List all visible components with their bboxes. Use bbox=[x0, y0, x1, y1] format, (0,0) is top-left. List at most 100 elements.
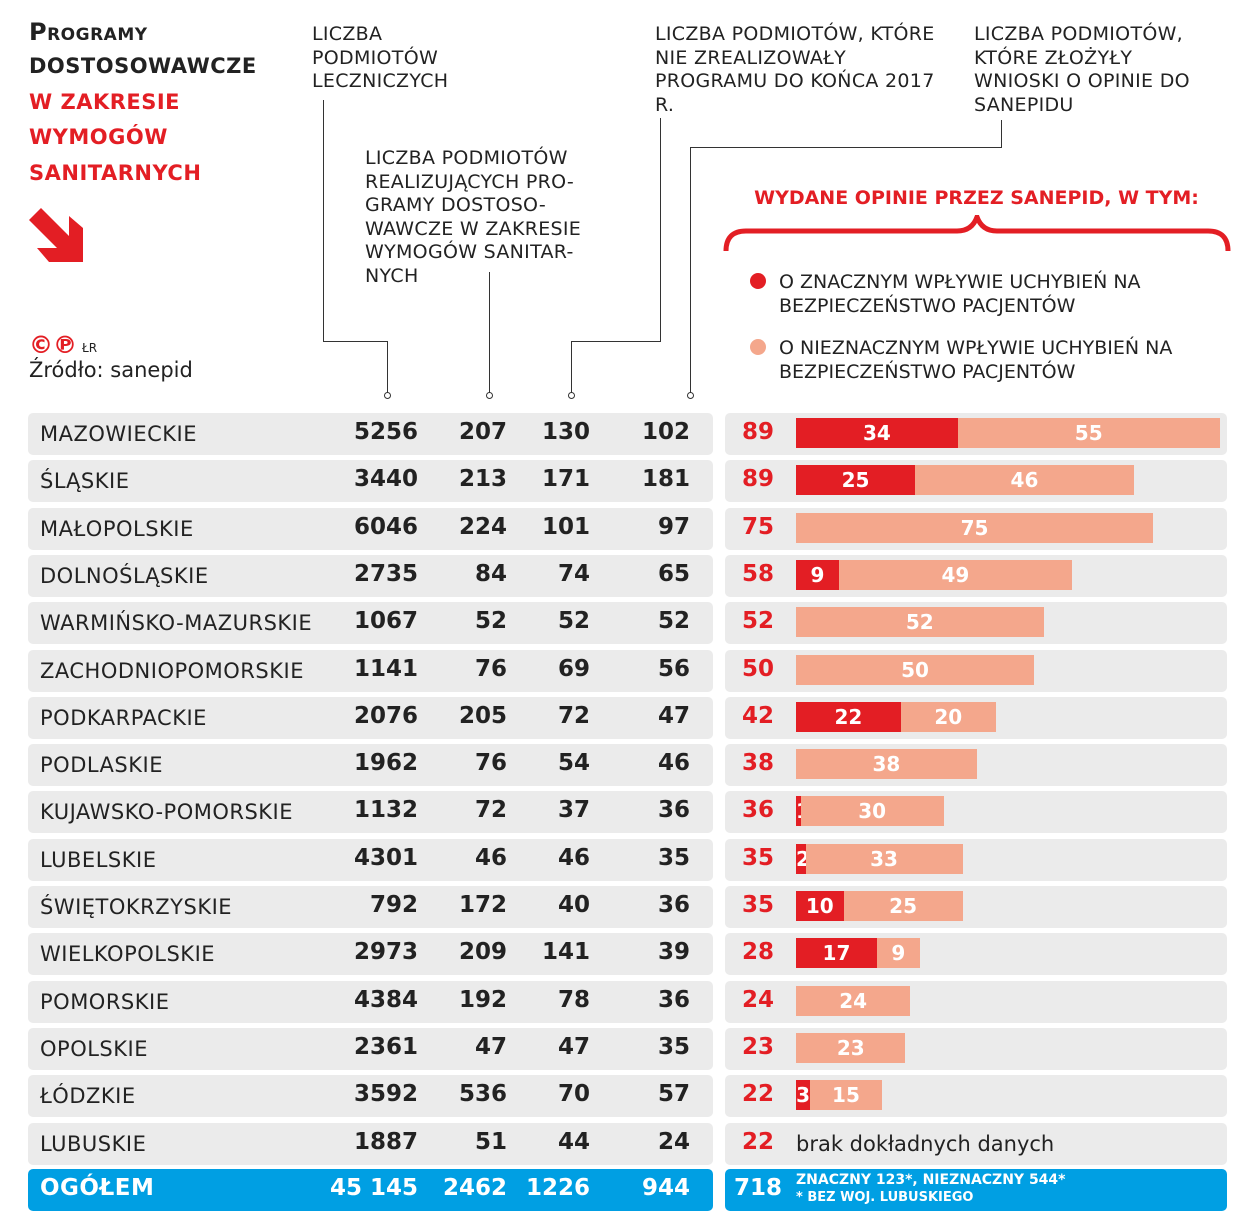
connector-line bbox=[387, 341, 388, 393]
table-row: PODKARPACKIE 2076 205 72 47 bbox=[28, 696, 713, 739]
entities-value: 4301 bbox=[353, 844, 418, 871]
table-row: ŚLĄSKIE 3440 213 171 181 bbox=[28, 460, 713, 503]
opinions-total: 23 bbox=[741, 1033, 774, 1060]
entities-value: 2076 bbox=[353, 702, 418, 729]
applications-value: 57 bbox=[657, 1081, 690, 1108]
programs-value: 46 bbox=[474, 844, 507, 871]
total-row-left: OGÓŁEM 45 145 2462 1226 944 bbox=[28, 1169, 713, 1211]
unfinished-value: 54 bbox=[557, 750, 590, 777]
chart-row: 28 17 9 bbox=[725, 933, 1227, 976]
table-row: OPOLSKIE 2361 47 47 35 bbox=[28, 1027, 713, 1070]
table-row: LUBELSKIE 4301 46 46 35 bbox=[28, 838, 713, 881]
chart-row: 89 25 46 bbox=[725, 460, 1227, 503]
applications-value: 36 bbox=[657, 797, 690, 824]
region-name: ŚLĄSKIE bbox=[40, 469, 130, 494]
total-opinions: 718 bbox=[733, 1175, 782, 1201]
title: Programy dostosowawcze w zakresie wymogó… bbox=[29, 15, 257, 191]
programs-value: 209 bbox=[458, 939, 507, 966]
source: Źródło: sanepid bbox=[29, 358, 193, 382]
entities-value: 1067 bbox=[353, 608, 418, 635]
bar-minor: 50 bbox=[796, 654, 1034, 685]
opinions-total: 89 bbox=[741, 466, 774, 493]
title-line: wymogów bbox=[29, 125, 168, 149]
bar-minor: 38 bbox=[796, 749, 977, 780]
bar-minor: 33 bbox=[805, 843, 963, 874]
total-entities: 45 145 bbox=[329, 1175, 418, 1201]
table-row: LUBUSKIE 1887 51 44 24 bbox=[28, 1122, 713, 1165]
region-name: WARMIŃSKO-MAZURSKIE bbox=[40, 611, 313, 636]
entities-value: 2735 bbox=[353, 560, 418, 587]
bar-minor: 15 bbox=[810, 1080, 882, 1111]
unfinished-value: 47 bbox=[557, 1033, 590, 1060]
copyright-marks: ©℗ bbox=[29, 331, 77, 359]
applications-value: 97 bbox=[657, 513, 690, 540]
total-breakdown: ZNACZNY 123*, NIEZNACZNY 544* bbox=[796, 1172, 1066, 1188]
opinions-total: 28 bbox=[741, 939, 774, 966]
table-row: ŁÓDZKIE 3592 536 70 57 bbox=[28, 1075, 713, 1118]
header-col1: LICZBA PODMIOTÓW LECZNICZYCH bbox=[312, 23, 449, 92]
applications-value: 102 bbox=[641, 419, 690, 445]
bar-minor: 52 bbox=[796, 607, 1044, 638]
opinions-total: 52 bbox=[741, 608, 774, 635]
opinions-total: 36 bbox=[741, 797, 774, 824]
table-row: MAZOWIECKIE 5256 207 130 102 bbox=[28, 413, 713, 455]
legend-label: O NIEZNACZNYM WPŁYWIE UCHYBIEŃ NA BEZPIE… bbox=[779, 337, 1173, 383]
bar-minor: 24 bbox=[796, 985, 911, 1016]
legend-swatch-minor bbox=[750, 339, 766, 355]
programs-value: 192 bbox=[458, 986, 507, 1013]
region-name: MAŁOPOLSKIE bbox=[40, 516, 194, 541]
total-applications: 944 bbox=[641, 1175, 690, 1201]
region-name: ŚWIĘTOKRZYSKIE bbox=[40, 895, 233, 919]
chart-row: 36130 bbox=[725, 791, 1227, 834]
unfinished-value: 72 bbox=[557, 702, 590, 729]
programs-value: 536 bbox=[458, 1081, 507, 1108]
chart-row: 52 52 bbox=[725, 602, 1227, 645]
entities-value: 5256 bbox=[353, 419, 418, 445]
chart-row: 58 9 49 bbox=[725, 554, 1227, 597]
connector-line bbox=[323, 100, 324, 342]
unfinished-value: 46 bbox=[557, 844, 590, 871]
opinions-total: 89 bbox=[741, 419, 774, 445]
unfinished-value: 101 bbox=[541, 513, 590, 540]
region-name: POMORSKIE bbox=[40, 989, 170, 1014]
applications-value: 24 bbox=[657, 1128, 690, 1155]
applications-value: 46 bbox=[657, 750, 690, 777]
total-programs: 2462 bbox=[442, 1175, 507, 1201]
unfinished-value: 130 bbox=[541, 419, 590, 445]
title-line: dostosowawcze bbox=[29, 54, 257, 78]
region-name: LUBELSKIE bbox=[40, 847, 157, 872]
connector-line bbox=[571, 341, 661, 342]
chart-row: 22 3 15 bbox=[725, 1075, 1227, 1118]
table-row: WARMIŃSKO-MAZURSKIE 1067 52 52 52 bbox=[28, 602, 713, 645]
chart-row: 35 2 33 bbox=[725, 838, 1227, 881]
bar-minor: 49 bbox=[838, 559, 1073, 590]
brace bbox=[723, 215, 1231, 252]
chart-row: 23 23 bbox=[725, 1027, 1227, 1070]
table-row: KUJAWSKO-POMORSKIE 1132 72 37 36 bbox=[28, 791, 713, 834]
table-row: DOLNOŚLĄSKIE 2735 84 74 65 bbox=[28, 554, 713, 597]
programs-value: 84 bbox=[474, 560, 507, 587]
chart-row: 35 10 25 bbox=[725, 886, 1227, 928]
title-line: w zakresie bbox=[29, 89, 181, 114]
bar-major: 3 bbox=[796, 1080, 811, 1111]
applications-value: 39 bbox=[657, 939, 690, 966]
unfinished-value: 171 bbox=[541, 466, 590, 493]
chart-row: 38 38 bbox=[725, 744, 1227, 787]
bar-minor: 75 bbox=[796, 512, 1153, 543]
chart-row: 89 34 55 bbox=[725, 413, 1227, 455]
entities-value: 2973 bbox=[353, 939, 418, 966]
title-line: sanitarnych bbox=[29, 160, 202, 185]
opinions-total: 24 bbox=[741, 986, 774, 1013]
entities-value: 2361 bbox=[353, 1033, 418, 1060]
entities-value: 6046 bbox=[353, 513, 418, 540]
bar-major: 10 bbox=[796, 891, 844, 921]
connector-dot bbox=[486, 392, 493, 399]
programs-value: 213 bbox=[458, 466, 507, 493]
region-name: KUJAWSKO-POMORSKIE bbox=[40, 800, 294, 825]
applications-value: 36 bbox=[657, 986, 690, 1013]
table-row: ŚWIĘTOKRZYSKIE 792 172 40 36 bbox=[28, 886, 713, 928]
chart-row: 42 22 20 bbox=[725, 696, 1227, 739]
legend-major: O ZNACZNYM WPŁYWIE UCHYBIEŃ NA BEZPIECZE… bbox=[750, 270, 1159, 318]
header-col3: LICZBA PODMIOTÓW, KTÓRE NIE ZREALIZOWAŁY… bbox=[655, 23, 935, 116]
opinions-total: 50 bbox=[741, 655, 774, 682]
